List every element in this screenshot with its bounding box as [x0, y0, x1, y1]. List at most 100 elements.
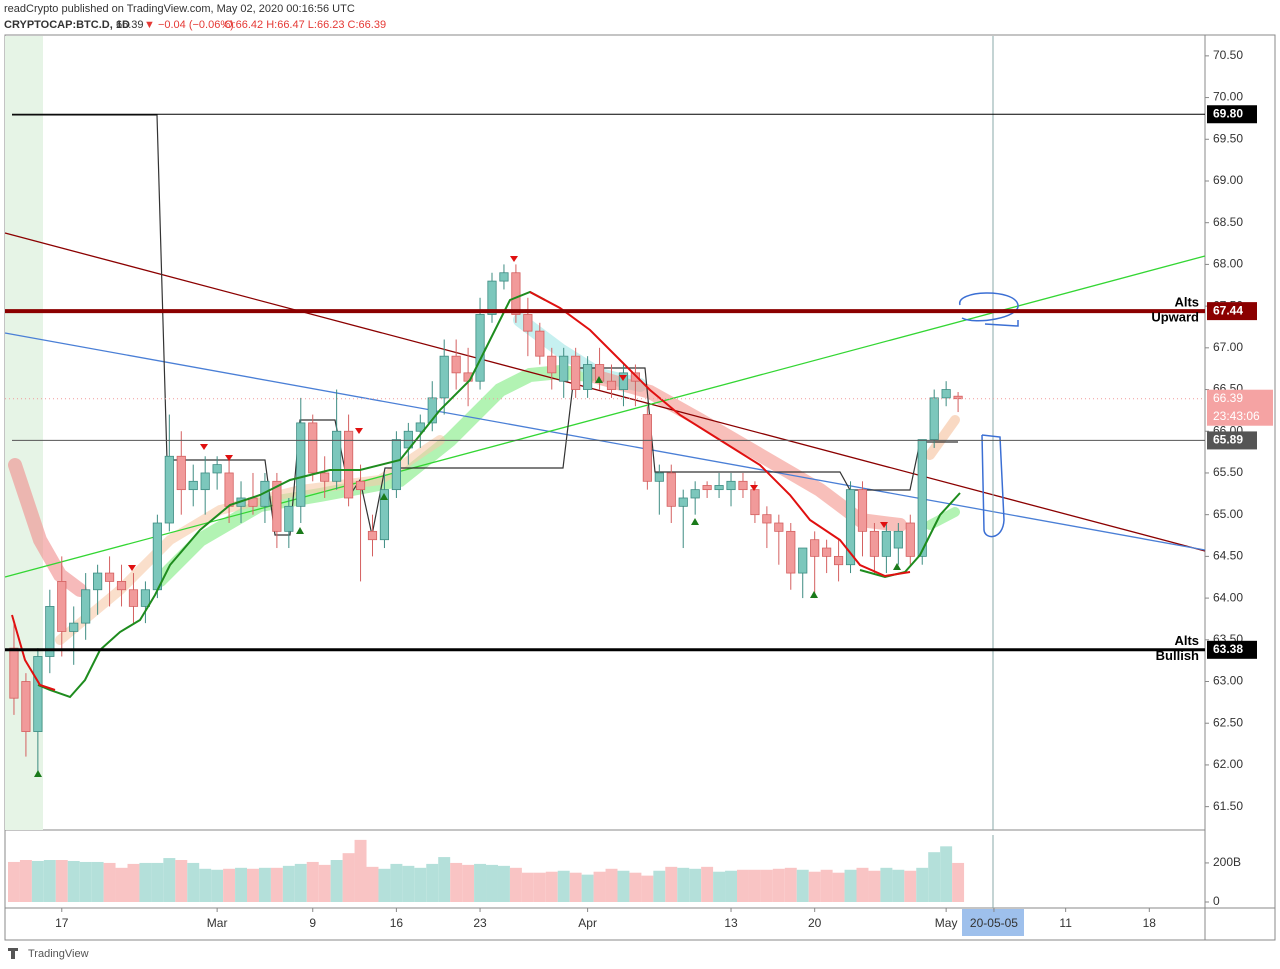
- ribbon: [925, 507, 960, 530]
- candle-body: [21, 681, 31, 732]
- candle-body: [188, 480, 198, 491]
- marker: [200, 444, 208, 450]
- volume-bar: [282, 865, 295, 902]
- marker: [880, 522, 888, 528]
- candle-body: [284, 505, 294, 532]
- symbol: CRYPTOCAP:BTC.D, 1D: [4, 19, 130, 31]
- volume-bar: [127, 863, 140, 902]
- candle-body: [511, 272, 521, 315]
- y-tick-label: 61.50: [1213, 799, 1243, 813]
- candle-body: [738, 480, 748, 491]
- marker: [355, 428, 363, 434]
- x-tick-label: 18: [1143, 916, 1157, 930]
- volume-bar: [151, 862, 164, 902]
- signal-markers: [34, 376, 901, 777]
- volume-bar: [557, 870, 570, 902]
- candle-body: [702, 485, 712, 491]
- volume-bar: [211, 869, 224, 902]
- volume-bar: [486, 864, 498, 902]
- volume-bar: [808, 871, 821, 902]
- candle-body: [57, 581, 67, 632]
- candle-body: [666, 472, 676, 507]
- level-note: Upward: [1151, 310, 1199, 325]
- candle-body: [176, 455, 186, 491]
- candle-body: [272, 480, 282, 532]
- volume-bar: [605, 868, 618, 902]
- last-price-label: 66.39: [1213, 391, 1243, 405]
- moving-average: [859, 492, 961, 579]
- volume-bar: [294, 863, 307, 902]
- candle-body: [917, 439, 927, 557]
- y-tick-label: 63.00: [1213, 674, 1243, 688]
- volume-bar: [796, 869, 809, 902]
- volume-bar: [916, 867, 929, 902]
- volume-bar: [509, 867, 522, 902]
- volume-bar: [378, 868, 391, 902]
- trendline: [4, 332, 1206, 551]
- y-tick-label: 70.00: [1213, 90, 1243, 104]
- candle-body: [69, 622, 79, 632]
- marker: [128, 565, 136, 571]
- candle-body: [786, 530, 796, 574]
- marker: [225, 455, 233, 461]
- volume-bar: [55, 860, 68, 902]
- candle-body: [833, 555, 844, 566]
- candle-body: [606, 380, 617, 390]
- level-label: 69.80: [1213, 106, 1243, 120]
- y-tick-label: 65.50: [1213, 465, 1243, 479]
- volume-bar: [892, 869, 905, 902]
- x-tick-label: May: [935, 916, 958, 930]
- marker: [893, 563, 901, 570]
- candle-body: [857, 489, 868, 532]
- candle-body: [690, 489, 700, 499]
- volume-bar: [832, 872, 845, 902]
- candle-body: [212, 464, 222, 474]
- change: ▼ −0.04 (−0.06%): [144, 19, 234, 31]
- volume-bar: [641, 875, 654, 902]
- ribbon: [925, 415, 960, 460]
- marker: [619, 375, 627, 381]
- y-tick-label: 64.00: [1213, 590, 1243, 604]
- candle-body: [869, 530, 880, 557]
- volume-bar: [677, 867, 690, 902]
- marker: [750, 485, 758, 491]
- volume-bar: [235, 867, 248, 902]
- candle-body: [415, 422, 425, 432]
- y-tick-label: 62.00: [1213, 757, 1243, 771]
- volume-bar: [725, 870, 737, 902]
- candle-body: [654, 472, 664, 482]
- candle-body: [391, 439, 401, 491]
- marker: [380, 493, 388, 500]
- volume-bar: [330, 860, 343, 902]
- candle-body: [953, 395, 963, 400]
- volume-bar: [593, 871, 606, 902]
- volume-bar: [904, 870, 917, 902]
- candle-body: [104, 572, 115, 582]
- level-label-bg: [1207, 431, 1257, 450]
- volume-bar: [103, 862, 116, 902]
- marker: [810, 591, 818, 598]
- volume-bar: [19, 860, 32, 902]
- volume-bar: [450, 862, 463, 902]
- volume-bar: [533, 872, 546, 902]
- y-tick-label: 67.00: [1213, 340, 1243, 354]
- candle-body: [367, 530, 378, 541]
- candle-body: [427, 397, 437, 424]
- trendline: [4, 232, 1206, 552]
- candle-body: [845, 489, 856, 566]
- x-tick-label: 11: [1059, 916, 1072, 930]
- volume-bar: [175, 860, 188, 902]
- volume-bar: [163, 858, 176, 902]
- x-tick-label: 9: [309, 916, 316, 930]
- volume-bar: [629, 872, 642, 902]
- volume-bar: [497, 865, 510, 902]
- level-label-bg: [1207, 640, 1257, 659]
- marker: [595, 376, 603, 383]
- candle-body: [33, 656, 43, 732]
- candle-body: [798, 547, 808, 574]
- volume-bar: [306, 861, 319, 902]
- countdown: 23:43:06: [1213, 409, 1260, 423]
- candle-body: [499, 272, 509, 282]
- footer-logo: [8, 948, 18, 959]
